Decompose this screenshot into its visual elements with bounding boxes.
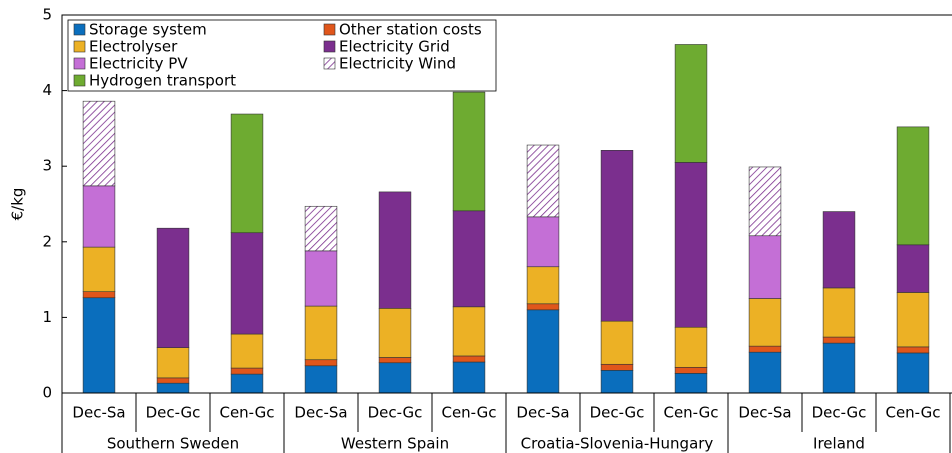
bar-segment	[822, 342, 856, 394]
bar-segment	[304, 365, 338, 394]
bar-segment	[748, 345, 782, 353]
x-tick-label: Cen-Gc	[885, 404, 940, 422]
bar-segment	[452, 361, 486, 394]
group-label: Ireland	[813, 435, 865, 453]
x-tick-label: Cen-Gc	[219, 404, 274, 422]
bar-segment	[822, 211, 856, 289]
bar-segment	[822, 287, 856, 338]
bar-segment	[156, 227, 190, 348]
legend-swatch	[73, 74, 86, 87]
y-tick-label: 0	[42, 384, 52, 402]
bar-segment	[748, 166, 782, 237]
bar-segment	[822, 336, 856, 344]
bar-segment	[156, 347, 190, 379]
bar-segment	[304, 205, 338, 252]
bar-segment	[526, 303, 560, 311]
bar-segment	[674, 366, 708, 374]
bar-segment	[526, 216, 560, 268]
bar-segment	[378, 362, 412, 394]
x-tick-label: Cen-Gc	[663, 404, 718, 422]
x-tick-label: Dec-Sa	[294, 404, 347, 422]
bar-segment	[526, 144, 560, 218]
legend-label: Electricity PV	[89, 55, 188, 73]
legend-box	[67, 19, 497, 92]
group-label: Southern Sweden	[107, 435, 239, 453]
bar-segment	[452, 355, 486, 363]
bar-segment	[304, 305, 338, 361]
legend-label: Electricity Grid	[339, 38, 450, 56]
bar-segment	[304, 250, 338, 307]
y-axis-label: €/kg	[9, 188, 27, 221]
x-tick-label: Dec-Gc	[812, 404, 867, 422]
x-tick-label: Dec-Gc	[368, 404, 423, 422]
x-tick-label: Cen-Gc	[441, 404, 496, 422]
bar-segment	[452, 210, 486, 308]
bar-segment	[452, 306, 486, 357]
bar-segment	[378, 357, 412, 364]
legend-swatch	[323, 23, 336, 36]
group-label: Croatia-Slovenia-Hungary	[521, 435, 714, 453]
legend-swatch	[323, 57, 336, 70]
bar-segment	[600, 363, 634, 371]
y-tick-label: 1	[42, 308, 52, 326]
x-tick-label: Dec-Sa	[516, 404, 569, 422]
x-tick-label: Dec-Gc	[590, 404, 645, 422]
legend-label: Hydrogen transport	[89, 72, 236, 90]
legend-label: Storage system	[89, 21, 207, 39]
legend-label: Electricity Wind	[339, 55, 456, 73]
bar-segment	[230, 367, 264, 375]
bar-segment	[600, 320, 634, 365]
plot-frame	[61, 14, 952, 394]
bar-segment	[82, 185, 116, 248]
bar-segment	[230, 113, 264, 234]
bar-segment	[600, 150, 634, 322]
y-tick-label: 5	[42, 6, 52, 24]
bar-segment	[156, 382, 190, 394]
bar-segment	[896, 244, 930, 293]
y-tick-label: 3	[42, 157, 52, 175]
group-label: Western Spain	[341, 435, 449, 453]
bar-segment	[896, 126, 930, 246]
bar-segment	[230, 232, 264, 335]
bar-segment	[82, 246, 116, 292]
y-tick-label: 2	[42, 232, 52, 250]
bar-segment	[230, 333, 264, 369]
bar-segment	[748, 298, 782, 347]
legend-swatch	[323, 40, 336, 53]
bar-segment	[674, 44, 708, 163]
bar-segment	[674, 373, 708, 394]
bar-segment	[896, 352, 930, 394]
bar-segment	[896, 346, 930, 354]
legend-label: Electrolyser	[89, 38, 178, 56]
bar-segment	[526, 266, 560, 305]
bar-segment	[82, 291, 116, 299]
bar-segment	[82, 297, 116, 394]
bar-segment	[378, 191, 412, 309]
bar-segment	[674, 162, 708, 328]
legend-label: Other station costs	[339, 21, 482, 39]
bar-segment	[156, 377, 190, 384]
legend-swatch	[73, 40, 86, 53]
bar-segment	[82, 100, 116, 187]
bar-segment	[748, 351, 782, 394]
y-tick-label: 4	[42, 81, 52, 99]
bar-segment	[748, 235, 782, 299]
bar-segment	[230, 373, 264, 394]
x-tick-label: Dec-Sa	[738, 404, 791, 422]
bar-segment	[526, 309, 560, 394]
legend-swatch	[73, 23, 86, 36]
bar-segment	[600, 370, 634, 394]
x-tick-label: Dec-Sa	[72, 404, 125, 422]
legend-swatch	[73, 57, 86, 70]
x-tick-label: Dec-Gc	[146, 404, 201, 422]
bar-segment	[304, 359, 338, 367]
bar-segment	[896, 292, 930, 348]
bar-segment	[378, 308, 412, 358]
bar-segment	[674, 326, 708, 368]
bar-segment	[452, 91, 486, 212]
